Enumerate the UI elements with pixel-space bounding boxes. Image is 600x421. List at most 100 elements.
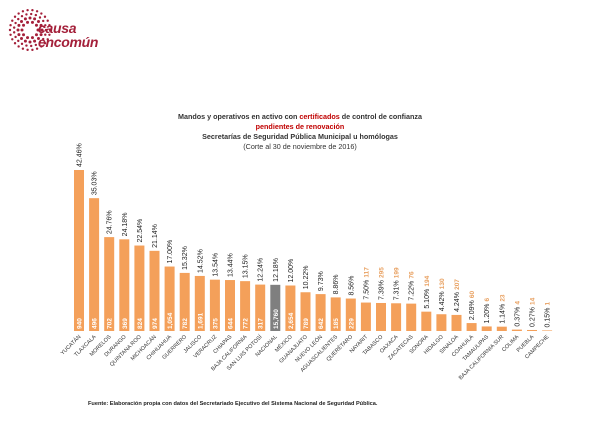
count-label: 317 — [258, 318, 265, 329]
logo-dot — [44, 24, 47, 27]
count-label: 1,691 — [197, 312, 204, 329]
bar — [270, 284, 281, 331]
logo-dot — [48, 28, 52, 32]
bar — [225, 280, 235, 331]
chart-title-line-2: pendientes de renovación — [255, 122, 345, 131]
logo-dot — [17, 39, 20, 43]
percent-label: 0.37% — [514, 307, 521, 327]
logo-dot — [8, 28, 12, 32]
bar — [315, 294, 326, 331]
count-label: 772 — [243, 318, 250, 329]
logo-dot — [28, 40, 32, 44]
chart-title-line-4: (Corte al 30 de noviembre de 2016) — [243, 142, 357, 151]
logo-dot — [20, 36, 24, 40]
count-label: 974 — [152, 318, 159, 329]
logo-dot — [36, 20, 40, 24]
count-label: 375 — [212, 318, 219, 329]
logo-dot — [36, 36, 40, 40]
count-label: 185 — [333, 318, 340, 329]
percent-label: 10.22% — [303, 265, 310, 289]
bar — [164, 266, 175, 331]
chart-title-line-1-post: de control de confianza — [339, 112, 423, 121]
bar — [527, 329, 537, 331]
percent-label: 0.27% — [530, 307, 537, 327]
logo-dot — [20, 14, 24, 18]
count-label: 4 — [514, 301, 521, 305]
logo-dot — [30, 36, 34, 40]
bar — [481, 326, 492, 331]
count-label: 789 — [303, 318, 310, 329]
bar — [209, 279, 220, 331]
percent-label: 8.56% — [348, 276, 355, 296]
source-note: Fuente: Elaboración propia con datos del… — [88, 401, 378, 407]
logo-dot — [34, 23, 38, 27]
percent-label: 1.20% — [484, 304, 491, 324]
logo-dot — [11, 38, 14, 41]
logo-dot — [35, 47, 39, 50]
count-label: 76 — [409, 271, 416, 279]
count-label: 824 — [137, 318, 144, 329]
count-label: 130 — [439, 278, 446, 289]
logo-dot — [31, 48, 34, 52]
chart-title-line-1-highlight: certificados — [299, 112, 340, 121]
logo-dot — [13, 15, 17, 18]
percent-label: 12.00% — [288, 259, 295, 283]
logo-dot — [39, 23, 43, 27]
percent-label: 22.54% — [137, 219, 144, 243]
bar — [240, 281, 251, 331]
logo-dot — [26, 20, 30, 24]
logo-dot — [17, 23, 21, 27]
logo-dot — [11, 19, 14, 22]
logo-dot — [17, 12, 20, 15]
logo: causa encomún — [8, 6, 108, 56]
logo-dot — [36, 28, 40, 32]
bar — [406, 303, 417, 331]
logo-dot — [22, 23, 26, 27]
logo-dot — [20, 20, 24, 24]
percent-label: 7.22% — [409, 281, 416, 301]
count-label: 199 — [394, 267, 401, 278]
percent-label: 17.00% — [167, 240, 174, 264]
count-label: 6 — [484, 297, 491, 301]
logo-dot — [25, 13, 28, 16]
logo-line-2: encomún — [38, 34, 99, 50]
logo-dot — [40, 12, 43, 15]
percent-label: 2.09% — [469, 300, 476, 320]
count-label: 2,654 — [288, 312, 295, 329]
percent-label: 0.15% — [545, 308, 552, 328]
percent-label: 7.39% — [379, 280, 386, 300]
bar — [466, 323, 477, 331]
count-label: 117 — [363, 267, 370, 278]
bar — [496, 326, 507, 331]
bar — [542, 330, 553, 331]
logo-wordmark: causa encomún — [38, 20, 112, 50]
percent-label: 24.18% — [122, 213, 129, 237]
count-label: 295 — [379, 267, 386, 278]
bar — [330, 297, 341, 331]
logo-dot — [34, 33, 38, 37]
count-label: 782 — [182, 318, 189, 329]
bar — [104, 237, 115, 331]
bar — [376, 302, 386, 331]
logo-dot — [29, 12, 33, 16]
bar — [89, 198, 100, 331]
logo-dot — [42, 37, 45, 41]
logo-dot — [48, 24, 51, 27]
percent-label: 12.18% — [273, 258, 280, 282]
percent-label: 7.31% — [394, 280, 401, 300]
logo-dot — [9, 33, 12, 36]
logo-dot — [31, 8, 34, 12]
bar — [345, 298, 356, 331]
logo-line-1: causa — [38, 20, 77, 36]
logo-dot — [9, 24, 12, 27]
logo-dot — [34, 13, 38, 17]
count-label: 1,054 — [167, 312, 174, 329]
count-label: 642 — [318, 318, 325, 329]
count-label: 207 — [454, 279, 461, 290]
logo-dot — [44, 28, 48, 32]
logo-dot — [14, 35, 17, 39]
bar — [74, 170, 84, 331]
bar — [391, 303, 402, 331]
logo-dot — [30, 20, 34, 24]
